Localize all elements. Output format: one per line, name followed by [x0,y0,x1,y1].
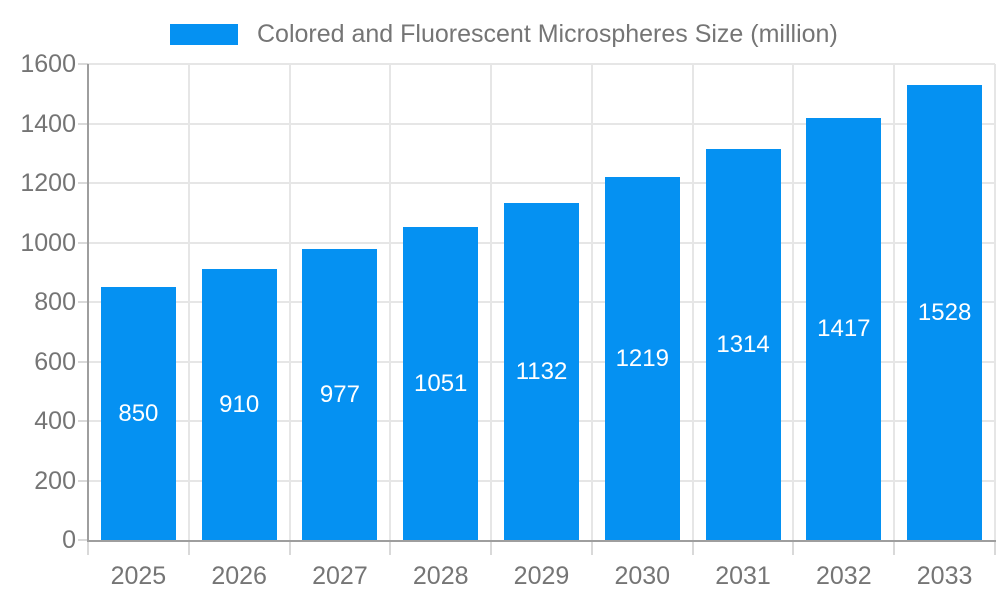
y-gridline [88,63,995,65]
bar [403,227,479,540]
bar-value-label: 1051 [414,369,468,397]
y-axis-tick [78,360,88,363]
bar-value-label: 1314 [716,330,770,358]
x-axis-tick [87,542,89,555]
x-axis-tick [389,542,392,555]
y-axis-tick [78,301,88,303]
x-axis-tick [893,542,896,555]
x-axis-tick-label: 2026 [211,562,267,590]
x-gridline [389,64,392,540]
y-axis-tick [78,420,88,422]
y-axis-tick-label: 0 [62,526,76,554]
x-axis-tick [792,542,795,555]
y-axis-tick-label: 600 [34,347,76,376]
bar-value-label: 1132 [515,357,568,385]
bar-value-label: 850 [118,399,159,427]
x-axis-tick [590,542,593,555]
bar [907,85,983,540]
y-axis-tick-label: 1200 [20,169,76,197]
x-gridline [994,64,996,540]
legend-label: Colored and Fluorescent Microspheres Siz… [257,20,838,48]
y-gridline [88,122,995,125]
x-axis-tick [187,542,190,555]
x-gridline [590,64,593,540]
x-axis-tick-label: 2031 [715,562,771,590]
y-axis-tick-label: 400 [34,407,76,435]
bar [604,177,680,540]
chart-legend: Colored and Fluorescent Microspheres Siz… [170,20,838,48]
bar-value-label: 1528 [917,298,972,326]
y-axis-tick [78,539,88,541]
y-axis-tick [78,182,88,184]
bar-value-label: 1219 [615,344,669,372]
y-axis-tick [78,479,88,482]
y-axis-tick-label: 800 [34,288,76,316]
x-axis-tick [691,542,694,555]
bar [201,269,277,540]
x-gridline [792,64,795,540]
y-gridline [88,182,995,184]
bar [504,203,579,540]
legend-swatch [170,24,238,45]
x-axis-tick [994,542,996,555]
bar [302,249,378,540]
y-axis-tick [78,122,88,125]
x-axis-line [87,540,996,542]
bar [806,118,882,540]
bar-value-label: 1417 [817,315,871,343]
bar-value-label: 910 [219,390,260,418]
x-gridline [288,64,291,540]
x-axis-tick-label: 2028 [412,562,469,590]
x-axis-tick-label: 2025 [110,562,167,590]
bar-value-label: 977 [319,380,360,408]
x-axis-tick-label: 2030 [614,562,671,590]
bar [100,287,176,540]
y-axis-tick [78,63,88,65]
x-gridline [691,64,694,540]
x-gridline [490,64,493,540]
y-axis-tick [78,241,88,244]
y-axis-tick-label: 1000 [20,228,76,257]
x-axis-tick-label: 2029 [513,562,570,590]
x-axis-tick [288,542,291,555]
x-gridline [893,64,896,540]
y-axis-tick-label: 200 [34,466,76,495]
y-axis-line [87,64,89,542]
x-axis-tick [490,542,493,555]
x-axis-tick-label: 2032 [816,562,872,590]
bar [705,149,781,540]
y-axis-tick-label: 1400 [20,109,76,138]
x-axis-tick-label: 2027 [312,562,368,590]
x-gridline [187,64,190,540]
y-axis-tick-label: 1600 [20,50,76,78]
x-axis-tick-label: 2033 [916,562,973,590]
